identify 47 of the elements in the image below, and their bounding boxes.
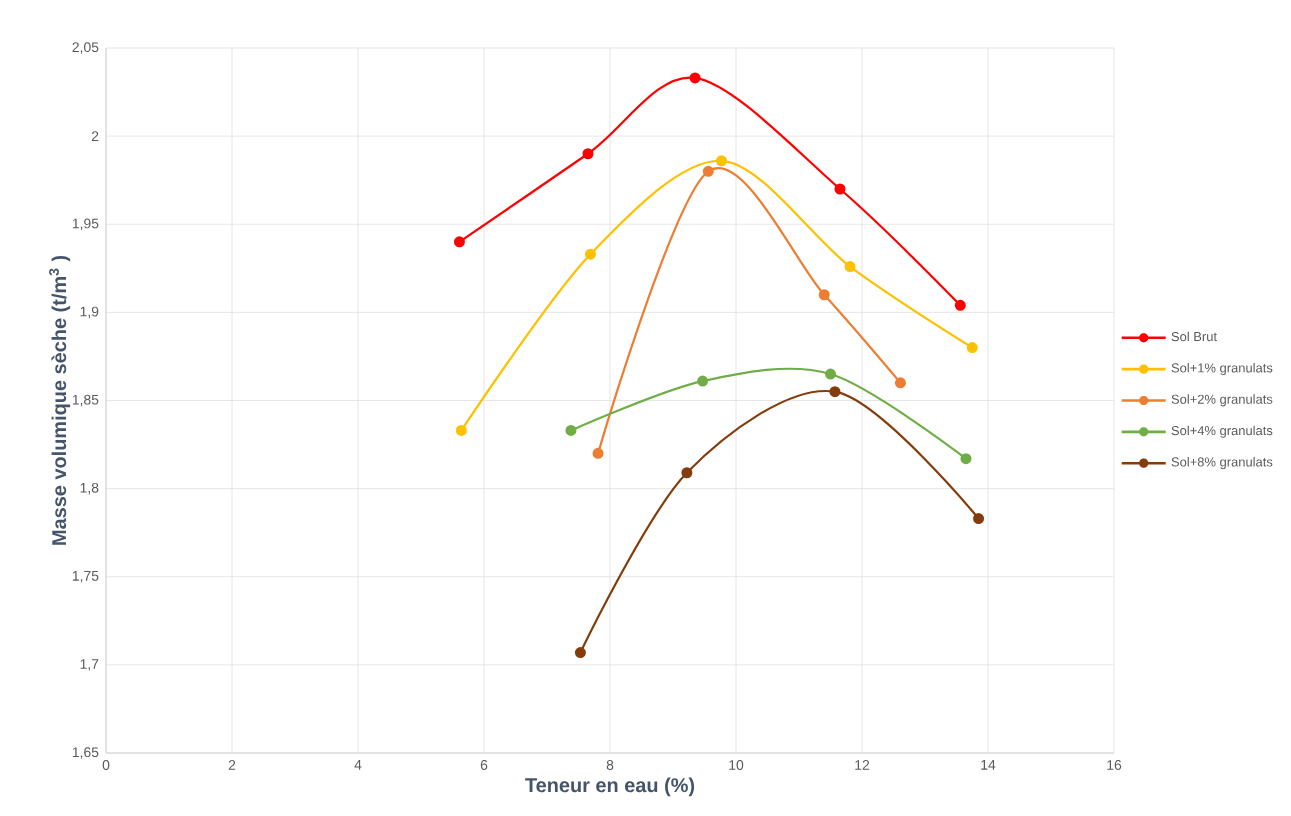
x-tick-label: 2: [228, 760, 236, 770]
x-tick-label: 4: [354, 760, 362, 770]
point: [818, 289, 830, 301]
x-tick-label: 12: [855, 760, 870, 770]
point: [960, 453, 972, 465]
y-tick-label: 1,95: [72, 218, 99, 230]
y-tick-label: 2: [91, 131, 99, 141]
point: [453, 236, 465, 248]
y-tick-label: 1,8: [80, 482, 99, 495]
point: [592, 447, 604, 459]
point: [689, 72, 701, 84]
x-tick-label: 10: [729, 760, 744, 770]
point: [702, 165, 714, 177]
point: [973, 513, 985, 525]
point: [697, 375, 709, 387]
y-axis-title: Masse volumique sèche (t/m$^{3}$ ): [49, 255, 71, 545]
x-tick-label: 6: [480, 760, 488, 770]
y-tick-label: 1,85: [72, 394, 99, 407]
point: [954, 299, 966, 311]
point: [565, 424, 577, 436]
point: [834, 183, 846, 195]
y-tick-label: 1,9: [80, 306, 99, 319]
point: [966, 342, 978, 354]
point: [716, 155, 728, 167]
x-tick-label: 8: [606, 760, 614, 770]
legend-label: Sol+4% granulats: [1171, 425, 1273, 438]
legend-label: Sol+2% granulats: [1171, 394, 1273, 407]
x-axis-title: Teneur en eau (%): [525, 777, 695, 797]
y-tick-label: 2,05: [72, 42, 99, 54]
point: [829, 386, 841, 398]
legend-label: Sol+1% granulats: [1171, 362, 1273, 376]
point: [574, 647, 586, 659]
point: [582, 148, 594, 160]
point: [825, 368, 837, 380]
legend-label: Sol+8% granulats: [1171, 457, 1273, 470]
x-tick-label: 14: [981, 760, 996, 770]
point: [584, 248, 596, 260]
y-tick-label: 1,75: [72, 571, 99, 583]
x-tick-label: 16: [1107, 760, 1122, 770]
y-tick-label: 1,65: [72, 747, 99, 759]
point: [455, 424, 467, 436]
y-tick-label: 1,7: [80, 659, 99, 671]
x-tick-label: 0: [102, 760, 110, 770]
legend-label: Sol Brut: [1171, 331, 1217, 342]
point: [681, 467, 693, 479]
point: [894, 377, 906, 389]
point: [844, 261, 856, 273]
